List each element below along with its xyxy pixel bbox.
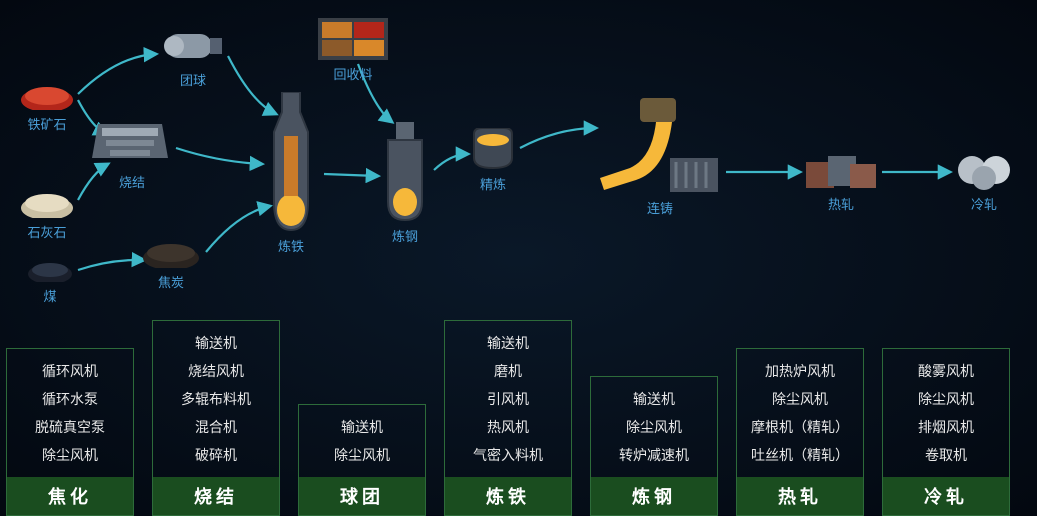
panel-items: 酸雾风机除尘风机排烟风机卷取机: [883, 349, 1009, 477]
node-label: 炼铁: [278, 236, 304, 255]
panel-title: 炼铁: [445, 477, 571, 515]
panel-items: 循环风机循环水泵脱硫真空泵除尘风机: [7, 349, 133, 477]
arrow-coke: [206, 206, 270, 252]
panel-item: 输送机: [633, 389, 675, 409]
node-iron_ore: 铁矿石: [20, 80, 74, 133]
panel-item: 气密入料机: [473, 445, 543, 465]
panel-title: 热轧: [737, 477, 863, 515]
panel-item: 除尘风机: [626, 417, 682, 437]
refine-icon: [470, 128, 516, 170]
panel-item: 混合机: [195, 417, 237, 437]
sinter-icon: [92, 118, 172, 168]
node-label: 炼钢: [392, 226, 418, 245]
panel-item: 卷取机: [925, 445, 967, 465]
panel-item: 循环水泵: [42, 389, 98, 409]
node-label: 焦炭: [158, 272, 184, 291]
pellet-icon: [160, 24, 226, 66]
node-label: 精炼: [480, 174, 506, 193]
node-label: 烧结: [119, 172, 145, 191]
node-sinter: 烧结: [92, 118, 172, 191]
panel-item: 加热炉风机: [765, 361, 835, 381]
panel-title: 烧结: [153, 477, 279, 515]
node-label: 团球: [180, 70, 206, 89]
node-label: 石灰石: [27, 222, 66, 241]
panel-item: 除尘风机: [772, 389, 828, 409]
coke-icon: [140, 238, 202, 268]
panel-item: 除尘风机: [918, 389, 974, 409]
panel-items: 加热炉风机除尘风机摩根机（精轧） 吐丝机（精轧）: [737, 349, 863, 477]
limestone-icon: [20, 188, 74, 218]
node-recycle: 回收料: [318, 18, 388, 83]
recycle-icon: [318, 18, 388, 60]
panel-item: 多辊布料机: [181, 389, 251, 409]
process-flow-diagram: 铁矿石石灰石煤 团球烧结焦炭 炼铁 回收料炼钢 精炼连铸 热轧 冷轧: [0, 0, 1037, 320]
node-coal: 煤: [26, 258, 74, 305]
arrow-refine: [520, 128, 596, 148]
blast-icon: [262, 92, 320, 232]
panel-item: 摩根机（精轧）: [751, 417, 849, 437]
panel-item: 烧结风机: [188, 361, 244, 381]
panel-item: 脱硫真空泵: [35, 417, 105, 437]
panel-焦化: 循环风机循环水泵脱硫真空泵除尘风机焦化: [6, 348, 134, 516]
node-pellet: 团球: [160, 24, 226, 89]
coldroll-icon: [956, 150, 1012, 190]
panel-item: 破碎机: [195, 445, 237, 465]
panel-炼钢: 输送机除尘风机转炉减速机炼钢: [590, 376, 718, 516]
panel-item: 酸雾风机: [918, 361, 974, 381]
node-coldroll: 冷轧: [956, 150, 1012, 213]
cast-icon: [600, 98, 720, 194]
panel-item: 输送机: [195, 333, 237, 353]
panel-item: 输送机: [487, 333, 529, 353]
arrow-blast: [324, 174, 378, 176]
panel-item: 除尘风机: [42, 445, 98, 465]
node-steel: 炼钢: [380, 122, 430, 245]
coal-icon: [26, 258, 74, 282]
panel-item: 除尘风机: [334, 445, 390, 465]
node-label: 回收料: [333, 64, 372, 83]
node-label: 连铸: [647, 198, 673, 217]
panel-title: 炼钢: [591, 477, 717, 515]
panel-items: 输送机磨机引风机热风机气密入料机: [445, 321, 571, 477]
node-cast: 连铸: [600, 98, 720, 217]
panel-item: 循环风机: [42, 361, 98, 381]
panel-items: 输送机除尘风机: [299, 405, 425, 477]
panel-item: 转炉减速机: [619, 445, 689, 465]
panel-item: 输送机: [341, 417, 383, 437]
panel-热轧: 加热炉风机除尘风机摩根机（精轧） 吐丝机（精轧） 热轧: [736, 348, 864, 516]
node-label: 煤: [43, 286, 56, 305]
panel-items: 输送机除尘风机转炉减速机: [591, 377, 717, 477]
iron_ore-icon: [20, 80, 74, 110]
node-limestone: 石灰石: [20, 188, 74, 241]
panel-冷轧: 酸雾风机除尘风机排烟风机卷取机冷轧: [882, 348, 1010, 516]
node-refine: 精炼: [470, 128, 516, 193]
equipment-panels-row: 循环风机循环水泵脱硫真空泵除尘风机焦化输送机烧结风机多辊布料机混合机破碎机烧结输…: [0, 320, 1037, 516]
steel-icon: [380, 122, 430, 222]
node-coke: 焦炭: [140, 238, 202, 291]
arrow-sinter: [176, 148, 262, 164]
arrow-steel: [434, 154, 468, 170]
panel-title: 冷轧: [883, 477, 1009, 515]
panel-烧结: 输送机烧结风机多辊布料机混合机破碎机烧结: [152, 320, 280, 516]
panel-item: 磨机: [494, 361, 522, 381]
panel-item: 引风机: [487, 389, 529, 409]
panel-炼铁: 输送机磨机引风机热风机气密入料机炼铁: [444, 320, 572, 516]
panel-item: 排烟风机: [918, 417, 974, 437]
panel-item: 吐丝机（精轧）: [751, 445, 849, 465]
panel-球团: 输送机除尘风机球团: [298, 404, 426, 516]
node-label: 热轧: [828, 194, 854, 213]
node-label: 冷轧: [971, 194, 997, 213]
node-hotroll: 热轧: [806, 150, 876, 213]
panel-title: 焦化: [7, 477, 133, 515]
panel-title: 球团: [299, 477, 425, 515]
panel-item: 热风机: [487, 417, 529, 437]
arrow-iron_ore: [78, 54, 156, 94]
node-label: 铁矿石: [27, 114, 66, 133]
arrow-coal: [78, 260, 144, 270]
panel-items: 输送机烧结风机多辊布料机混合机破碎机: [153, 321, 279, 477]
hotroll-icon: [806, 150, 876, 190]
node-blast: 炼铁: [262, 92, 320, 255]
